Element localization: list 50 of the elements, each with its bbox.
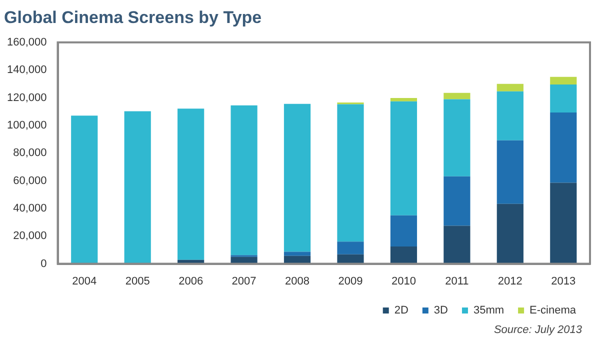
- x-tick-label: 2007: [232, 275, 256, 288]
- bar: [284, 104, 311, 252]
- bar: [390, 101, 418, 216]
- x-tick-label: 2008: [285, 275, 310, 288]
- x-tick-label: 2012: [498, 275, 522, 288]
- legend-label: E-cinema: [530, 304, 577, 317]
- y-tick-label: 60,000: [13, 174, 47, 187]
- bar: [178, 108, 204, 260]
- y-tick-label: 140,000: [6, 64, 47, 76]
- legend-label: 2D: [394, 304, 408, 317]
- bar: [124, 111, 151, 264]
- bar: [550, 84, 577, 113]
- bar: [337, 104, 364, 242]
- bar: [550, 182, 577, 264]
- bar: [337, 242, 364, 254]
- bar: [496, 204, 524, 264]
- bar: [496, 84, 524, 92]
- x-tick-label: 2005: [125, 275, 150, 288]
- y-tick-label: 160,000: [6, 36, 47, 48]
- y-tick-label: 20,000: [13, 230, 47, 242]
- bar: [230, 105, 258, 256]
- x-tick-label: 2013: [551, 275, 576, 288]
- bar: [496, 91, 524, 140]
- bar: [444, 226, 470, 264]
- y-tick-label: 80,000: [13, 147, 47, 160]
- bar: [390, 246, 418, 264]
- x-tick-label: 2006: [178, 275, 204, 288]
- x-tick-label: 2004: [72, 275, 97, 288]
- bar: [337, 254, 364, 264]
- bar: [550, 76, 577, 84]
- bar: [496, 140, 524, 204]
- bar: [390, 215, 418, 247]
- y-tick-label: 120,000: [6, 92, 47, 104]
- legend-label: 35mm: [473, 304, 504, 317]
- y-tick-label: 0: [40, 258, 47, 270]
- chart-title: Global Cinema Screens by Type: [4, 8, 262, 27]
- x-tick-label: 2010: [391, 275, 416, 288]
- source-note: Source: July 2013: [494, 324, 582, 336]
- y-tick-label: 100,000: [6, 119, 47, 132]
- bar: [444, 176, 470, 226]
- bar: [390, 98, 418, 102]
- bar: [444, 92, 470, 100]
- bar: [550, 112, 577, 183]
- y-tick-label: 40,000: [13, 202, 47, 214]
- bar: [284, 252, 311, 256]
- x-tick-label: 2011: [445, 275, 469, 288]
- bar: [71, 116, 98, 264]
- x-tick-label: 2009: [338, 275, 363, 288]
- bar: [444, 99, 470, 176]
- legend-label: 3D: [434, 304, 448, 317]
